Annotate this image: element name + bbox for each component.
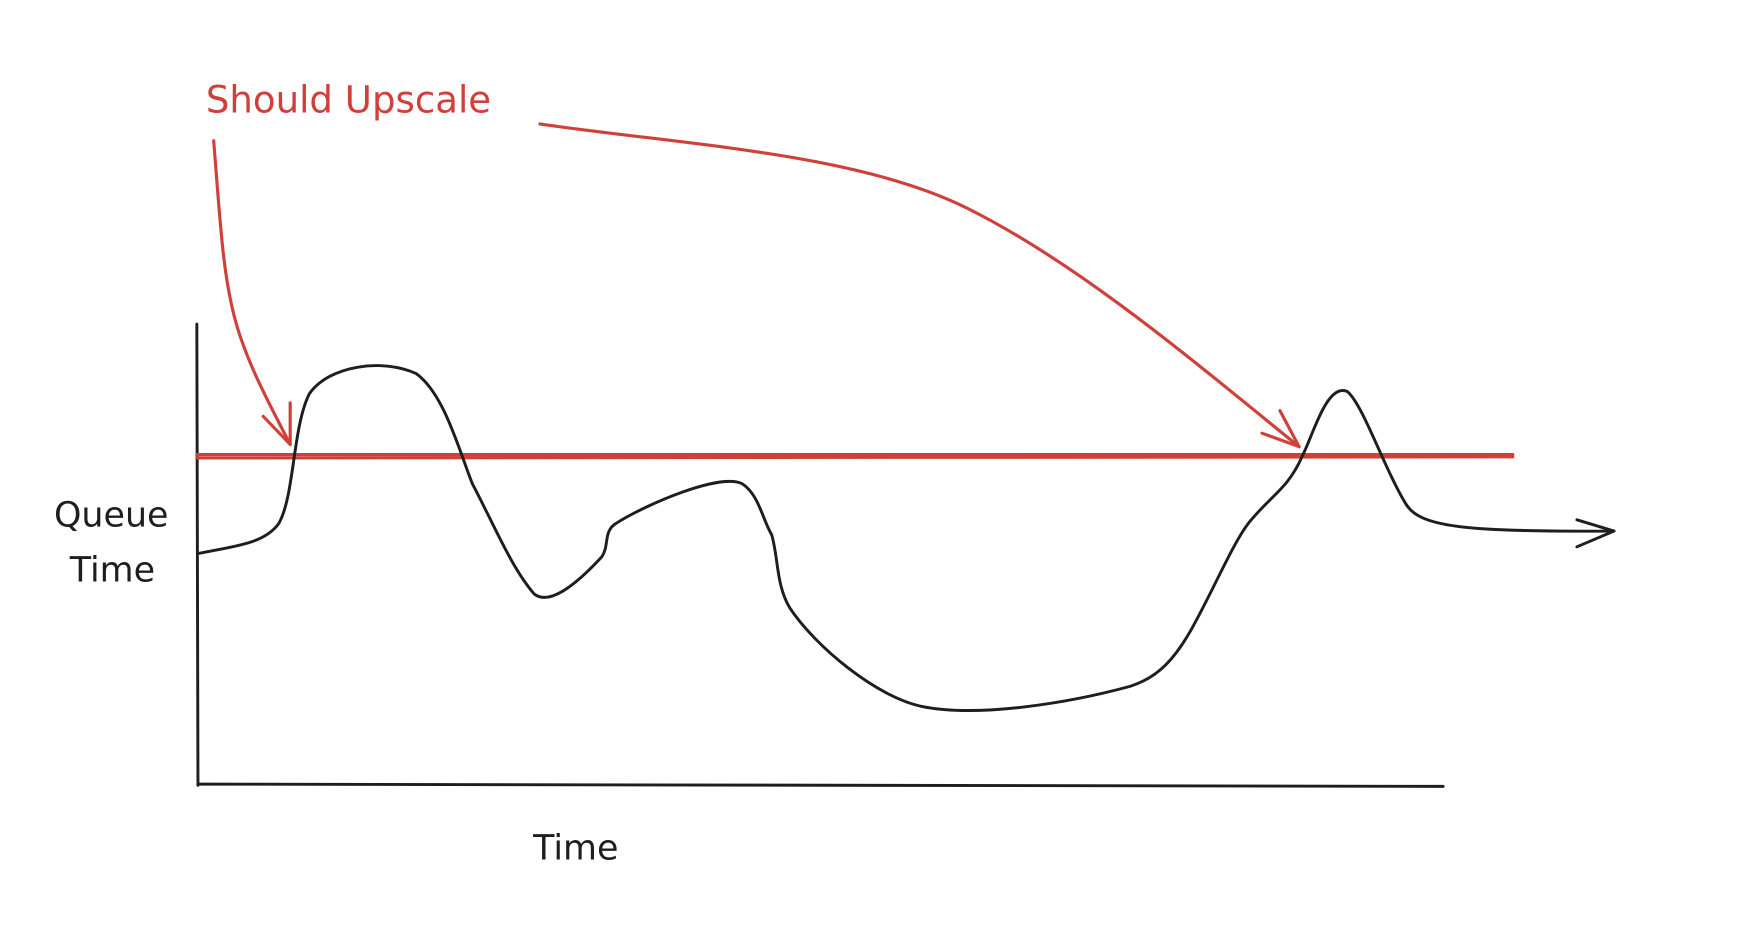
- y-axis-label-line2: Time: [69, 551, 155, 591]
- curve-arrowhead-icon: [1575, 518, 1616, 549]
- should-upscale-label: Should Upscale: [206, 79, 491, 122]
- upscale-arrow-right: [538, 122, 1301, 449]
- x-axis-label: Time: [532, 828, 618, 868]
- x-axis: [196, 782, 1445, 788]
- upscale-arrowhead-left-icon: [261, 401, 292, 447]
- upscale-arrowhead-right-icon: [1260, 409, 1301, 449]
- y-axis-label-line1: Queue: [54, 496, 169, 536]
- queue-time-curve: [196, 364, 1616, 712]
- threshold-line: [195, 452, 1515, 460]
- upscale-arrow-left: [212, 139, 292, 447]
